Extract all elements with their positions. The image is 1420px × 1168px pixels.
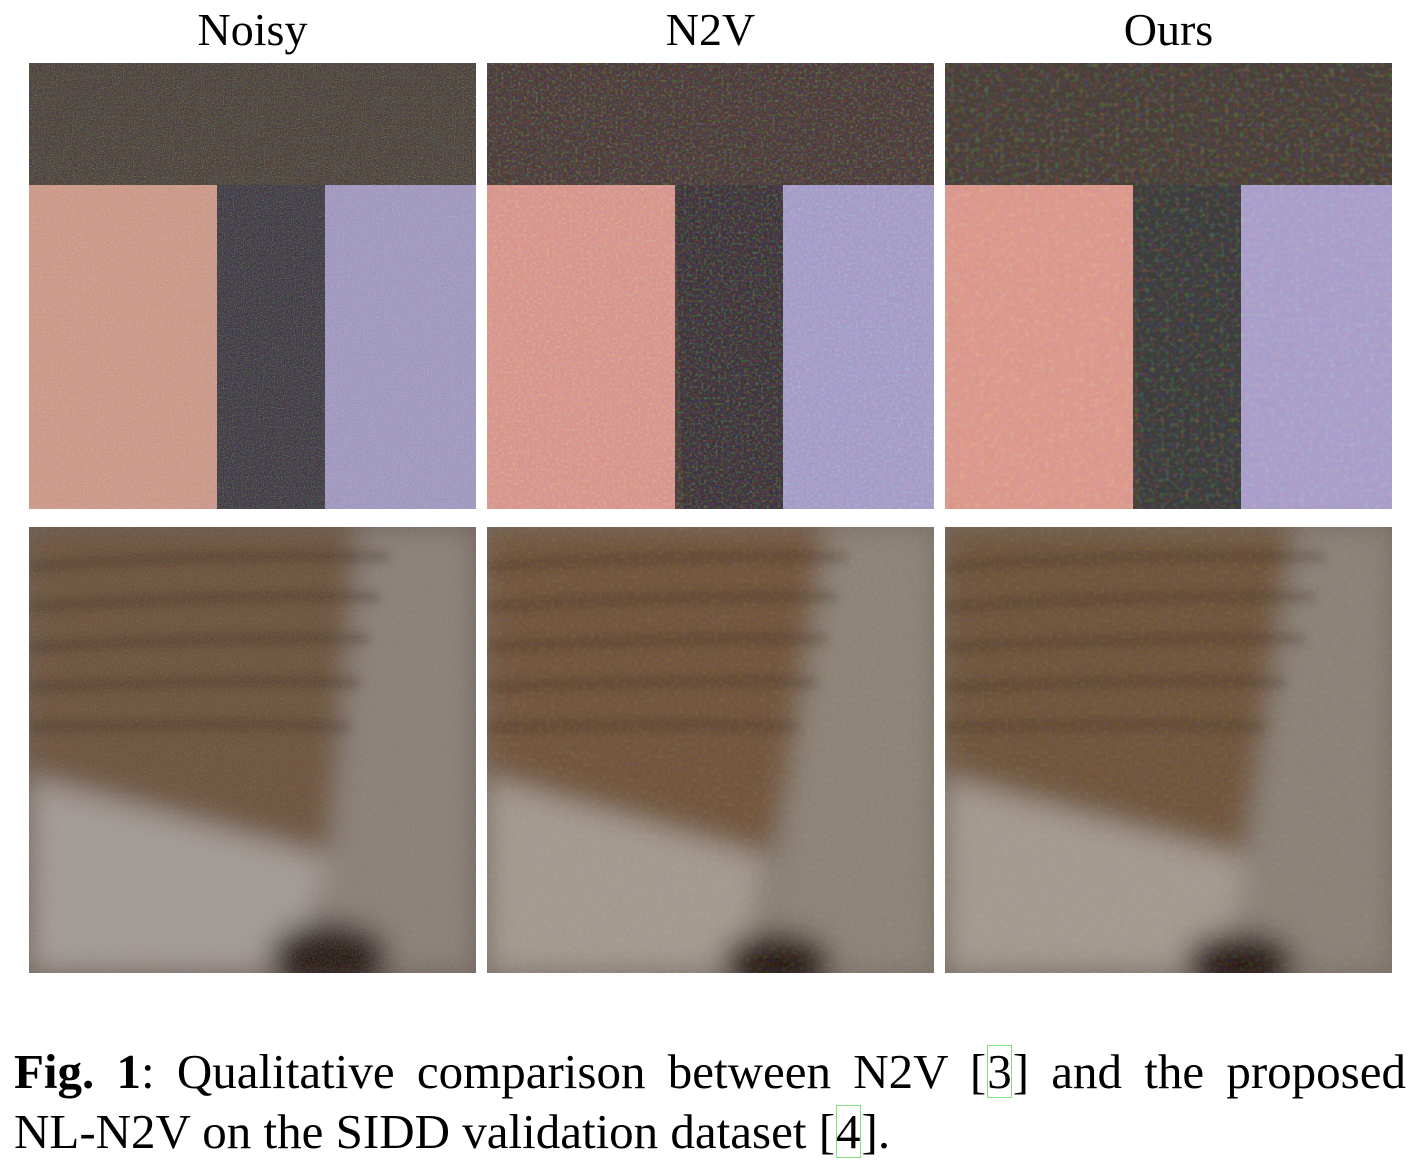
citation-link-3[interactable]: 3 bbox=[987, 1044, 1012, 1099]
column-title-ours: Ours bbox=[1123, 4, 1214, 55]
caption-line-1: Fig. 1: Qualitative comparison between N… bbox=[14, 1044, 1406, 1099]
image-noisy-fabric bbox=[29, 527, 476, 973]
image-ours-fabric bbox=[945, 527, 1392, 973]
image-noisy-chart bbox=[29, 63, 476, 509]
caption-text-1b: ] and the proposed bbox=[1012, 1044, 1406, 1099]
figure-caption: Fig. 1: Qualitative comparison between N… bbox=[14, 1042, 1406, 1162]
image-ours-chart bbox=[945, 63, 1392, 509]
citation-link-4[interactable]: 4 bbox=[836, 1104, 861, 1159]
caption-line-2: NL-N2V on the SIDD validation dataset [4… bbox=[14, 1102, 1406, 1162]
image-n2v-fabric bbox=[487, 527, 934, 973]
image-n2v-chart bbox=[487, 63, 934, 509]
column-title-noisy: Noisy bbox=[197, 4, 308, 55]
column-title-n2v: N2V bbox=[665, 4, 756, 55]
caption-text-1a: Qualitative comparison between N2V [ bbox=[176, 1044, 987, 1099]
caption-text-2b: ]. bbox=[861, 1104, 891, 1159]
figure-label: Fig. 1 bbox=[14, 1044, 142, 1099]
caption-text-2a: NL-N2V on the SIDD validation dataset [ bbox=[14, 1104, 836, 1159]
